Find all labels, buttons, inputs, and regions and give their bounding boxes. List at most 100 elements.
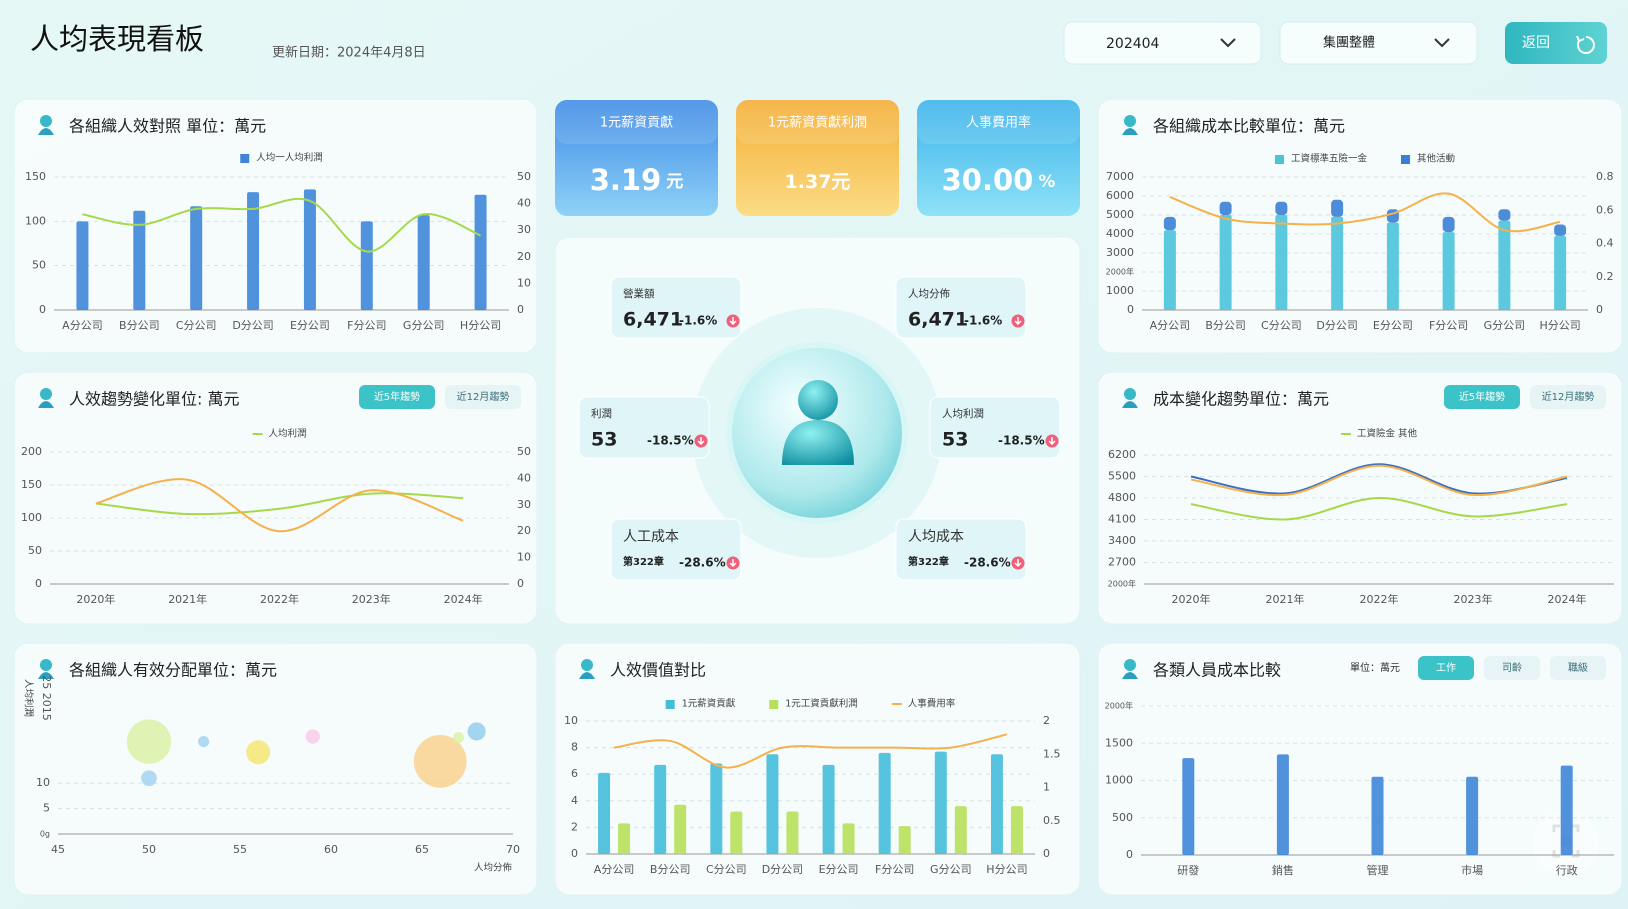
x-tick-label: 2021年 (168, 592, 207, 606)
metric-change: -1.6% (964, 314, 1002, 328)
x-tick-label: 65 (415, 843, 429, 856)
panel-icon (1122, 128, 1138, 135)
tab-button[interactable] (1550, 656, 1606, 680)
y-tick-label: 2 (571, 820, 578, 833)
metric-label: 人均分佈 (908, 287, 950, 300)
x-axis-label: 人均分佈 (474, 862, 513, 874)
bar (247, 192, 260, 310)
bar (1275, 215, 1288, 310)
kpi-label: 人事費用率 (966, 115, 1031, 131)
y-tick-label: 2000年 (1108, 579, 1136, 589)
x-tick-label: D分公司 (1316, 319, 1357, 332)
legend: 人均一人均利潤 (240, 152, 323, 164)
y-tick-label: 5500 (1108, 470, 1136, 483)
scope-select[interactable] (1279, 21, 1478, 65)
y-tick-label: 5 (43, 802, 50, 815)
legend-label: 人事費用率 (908, 698, 956, 710)
tab-button[interactable] (1444, 385, 1520, 409)
panel-title: 各組織人效對照 單位：萬元 (69, 117, 266, 136)
x-tick-label: C分公司 (1261, 319, 1302, 332)
x-tick-label: G分公司 (1484, 319, 1526, 332)
y2-tick-label: 1 (1043, 781, 1050, 794)
panel-icon (1124, 115, 1136, 127)
y-tick-label: 100 (21, 511, 42, 524)
bar (1331, 199, 1344, 217)
legend: 工資險金 其他 (1340, 428, 1418, 440)
bar (878, 752, 891, 854)
y-tick-label: 5000 (1106, 208, 1134, 221)
bubble (198, 736, 210, 748)
kpi-card-header (917, 100, 1080, 144)
x-tick-label: D分公司 (232, 319, 273, 332)
back-icon (1576, 35, 1595, 54)
bar (1498, 220, 1511, 310)
y-tick-label: 0g (40, 830, 50, 839)
panel-title: 人效價值對比 (610, 661, 706, 680)
tab-button[interactable] (1484, 656, 1540, 680)
legend-label: 工資險金 其他 (1357, 428, 1418, 440)
x-tick-label: 2024年 (1548, 592, 1587, 606)
tab-label: 近12月趨勢 (1542, 390, 1595, 403)
panel (13, 642, 538, 896)
y-tick-label: 0 (1126, 848, 1133, 861)
y-tick-label: 3400 (1108, 534, 1136, 547)
metric-card (578, 396, 710, 459)
panel-icon (1124, 388, 1136, 400)
panel (13, 98, 538, 354)
y-tick-label: 3000 (1106, 246, 1134, 259)
period-select[interactable] (1063, 21, 1262, 65)
y-tick-label: 150 (25, 170, 46, 183)
bar (842, 823, 855, 854)
y-tick-label: 4800 (1108, 491, 1136, 504)
tab-button[interactable] (1418, 656, 1474, 680)
x-tick-label: F分公司 (875, 863, 914, 876)
bar (822, 764, 835, 854)
y-tick-label: 6 (571, 767, 578, 780)
metric-card (929, 396, 1061, 459)
bubble (126, 719, 172, 764)
back-button[interactable] (1505, 22, 1607, 64)
down-arrow (1014, 559, 1022, 568)
x-tick-label: 2024年 (444, 592, 483, 606)
down-arrow (697, 437, 705, 446)
line (1190, 464, 1568, 497)
metric-label: 人均利潤 (942, 408, 984, 420)
y2-tick-label: 0 (1596, 303, 1603, 316)
bar (1554, 235, 1567, 310)
bar (934, 751, 947, 854)
bar (990, 754, 1003, 854)
y-tick-label: 1500 (1105, 736, 1133, 749)
y-tick-label: 0 (35, 577, 42, 590)
bar (360, 221, 373, 310)
bubble (413, 735, 467, 788)
metric-card (610, 276, 742, 339)
legend-label: 1元薪資貢獻 (682, 698, 736, 710)
metric-card (895, 276, 1027, 339)
x-tick-label: H分公司 (1539, 319, 1580, 332)
y2-tick-label: 40 (517, 197, 531, 210)
panel-icon (581, 659, 593, 671)
y2-tick-label: 50 (517, 170, 531, 183)
panel-icon (1122, 672, 1138, 679)
y2-tick-label: 0.2 (1596, 270, 1614, 283)
bar (1276, 754, 1289, 855)
y2-tick-label: 1.5 (1043, 747, 1061, 760)
bar (1442, 232, 1455, 310)
bar (1560, 765, 1573, 855)
x-tick-label: 2022年 (1360, 592, 1399, 606)
bar (1442, 216, 1455, 233)
bar (1182, 758, 1195, 855)
y-tick-label: 200 (21, 445, 42, 458)
tab-button[interactable] (445, 385, 521, 409)
panel-title: 成本變化趨勢單位：萬元 (1153, 390, 1329, 409)
bar (1371, 776, 1384, 855)
tab-button[interactable] (1530, 385, 1606, 409)
panel-icon (40, 115, 52, 127)
kpi-card-header (555, 100, 718, 144)
x-tick-label: 55 (233, 843, 247, 856)
tab-button[interactable] (359, 385, 435, 409)
y-tick-label: 6200 (1108, 448, 1136, 461)
x-tick-label: F分公司 (347, 319, 386, 332)
x-tick-label: 2020年 (76, 592, 115, 606)
